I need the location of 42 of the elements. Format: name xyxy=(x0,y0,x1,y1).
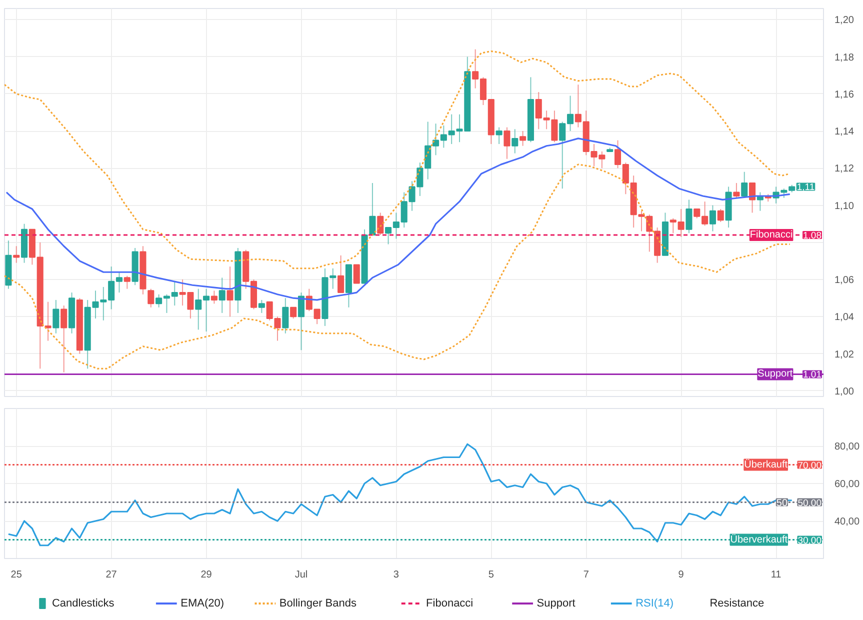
x-tick-label: 5 xyxy=(488,570,494,580)
x-tick-label: 25 xyxy=(10,570,22,580)
legend-label: Bollinger Bands xyxy=(279,598,357,610)
ref-line-label: Überkauft xyxy=(744,458,788,470)
y-tick-label: 1,18 xyxy=(834,52,854,64)
annotation: 30,00 xyxy=(798,535,822,546)
y-tick-label: 1,00 xyxy=(834,386,854,398)
text: Support xyxy=(536,598,576,610)
x-tick-label: 9 xyxy=(678,570,684,580)
annotation: 1,01 xyxy=(803,370,822,381)
candlestick xyxy=(353,264,360,284)
y-tick-label: 1,12 xyxy=(834,164,854,175)
legend-label: EMA(20) xyxy=(180,598,224,610)
y-tick-label: 1,04 xyxy=(834,312,854,324)
y-tick-label: 60,00 xyxy=(834,479,860,490)
annotation: 1,08 xyxy=(803,230,822,242)
y-tick-label: 1,02 xyxy=(834,349,854,360)
ref-line-label: 50 xyxy=(776,498,788,509)
text: RSI(14) xyxy=(636,598,674,610)
y-tick-label: 1,10 xyxy=(834,200,854,212)
y-tick-label: 1,20 xyxy=(834,15,854,26)
x-tick-label: 11 xyxy=(770,570,782,580)
x-tick-label: 3 xyxy=(393,570,400,580)
x-tick-label: 7 xyxy=(583,570,590,580)
ref-line-label: Fibonacci xyxy=(750,229,793,240)
y-tick-label: 80,00 xyxy=(834,442,860,452)
annotation: 50,00 xyxy=(798,498,822,509)
ref-line-label: Überverkauft xyxy=(730,533,788,546)
annotation: 70,00 xyxy=(798,460,822,472)
text: Fibonacci xyxy=(426,598,474,610)
ref-line-label: Support xyxy=(758,368,793,380)
annotation: 1,11 xyxy=(796,182,815,194)
x-tick-label: Jul xyxy=(294,570,308,580)
y-tick-label: 1,14 xyxy=(834,126,854,138)
x-tick-label: 27 xyxy=(106,570,118,580)
y-tick-label: 1,16 xyxy=(834,89,854,100)
legend-label: Candlesticks xyxy=(52,598,115,610)
line-series xyxy=(8,443,793,546)
x-tick-label: 29 xyxy=(200,570,212,580)
y-tick-label: 1,06 xyxy=(834,275,854,286)
y-tick-label: 40,00 xyxy=(834,516,860,528)
text: Resistance xyxy=(710,598,764,610)
